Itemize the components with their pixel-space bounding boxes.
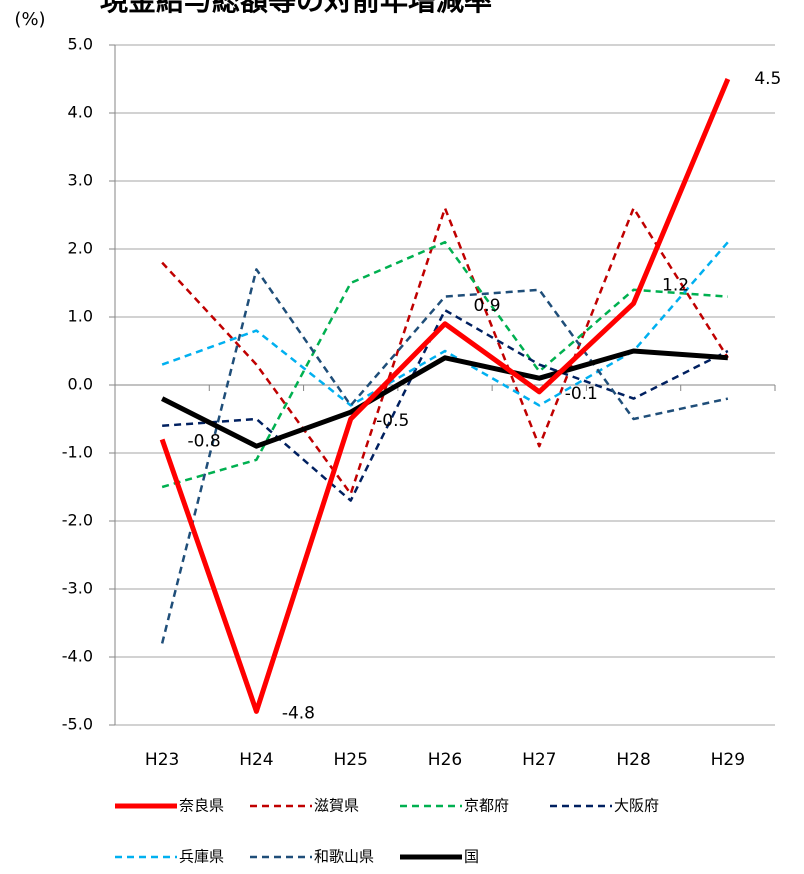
legend-label: 奈良県: [179, 797, 224, 815]
chart-title: 現金給与総額等の対前年増減率: [100, 0, 492, 17]
y-tick-label: 1.0: [68, 307, 93, 326]
x-tick-label: H26: [428, 750, 462, 770]
legend-label: 大阪府: [614, 797, 659, 815]
y-tick-label: 3.0: [68, 171, 93, 190]
data-label: -4.8: [282, 703, 315, 723]
data-label: -0.1: [565, 384, 598, 404]
legend-label: 和歌山県: [314, 848, 374, 866]
y-tick-label: -1.0: [62, 443, 93, 462]
y-tick-label: -4.0: [62, 647, 93, 666]
legend-label: 滋賀県: [314, 797, 359, 815]
x-tick-label: H28: [616, 750, 650, 770]
data-label: 1.2: [662, 275, 689, 295]
series-line: [159, 78, 731, 714]
x-tick-label: H25: [334, 750, 368, 770]
y-tick-label: 0.0: [68, 375, 93, 394]
series-line: [161, 241, 729, 407]
data-label: -0.5: [376, 411, 409, 431]
legend-label: 兵庫県: [179, 848, 224, 866]
y-tick-label: -5.0: [62, 715, 93, 734]
series-line: [162, 308, 729, 502]
data-label: 0.9: [473, 296, 500, 316]
series-line: [160, 268, 729, 644]
data-label: 4.5: [754, 69, 781, 89]
y-tick-label: -3.0: [62, 579, 93, 598]
y-axis-label: (%): [14, 9, 45, 30]
legend-label: 京都府: [464, 797, 509, 815]
series-line: [161, 348, 729, 449]
x-tick-label: H24: [239, 750, 273, 770]
y-tick-label: 5.0: [68, 35, 93, 54]
series-line: [161, 206, 729, 496]
y-tick-label: 2.0: [68, 239, 93, 258]
data-label: -0.8: [188, 431, 221, 451]
x-tick-label: H29: [711, 750, 745, 770]
x-tick-label: H27: [522, 750, 556, 770]
legend-label: 国: [464, 848, 479, 866]
y-tick-label: -2.0: [62, 511, 93, 530]
y-tick-label: 4.0: [68, 103, 93, 122]
series-line: [161, 240, 728, 489]
x-tick-label: H23: [145, 750, 179, 770]
